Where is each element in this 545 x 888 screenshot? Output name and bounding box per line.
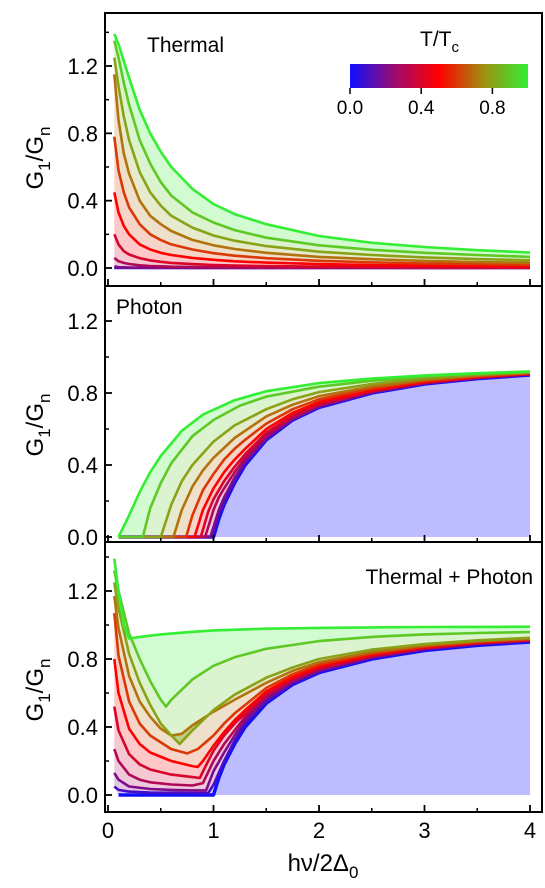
series-line <box>113 136 531 267</box>
series-line <box>118 371 531 539</box>
colorbar-tick-label: 0.4 <box>408 98 435 119</box>
panel-photon-curves <box>117 370 531 539</box>
y-tick-label: 0.8 <box>67 121 98 146</box>
y-tick-label: 0.8 <box>67 381 98 406</box>
shade-region <box>118 374 530 537</box>
y-tick-label: 0.4 <box>67 189 98 214</box>
panel-thermal-photon-label: Thermal + Photon <box>365 566 533 589</box>
y-axis-title-panel1: G1/Gn <box>22 127 54 190</box>
x-tick-label: 3 <box>418 818 430 843</box>
panel-thermal: 0.0 0.4 0.8 1.2 Thermal T/Tc 0.0 0.4 0.8 <box>67 12 543 287</box>
x-tick-label: 2 <box>313 818 325 843</box>
svg-text:G1/Gn: G1/Gn <box>22 127 54 190</box>
x-tick-label: 4 <box>524 818 536 843</box>
colorbar-title: T/Tc <box>420 28 460 56</box>
series-line <box>113 57 531 262</box>
y-tick-label: 0.8 <box>67 647 98 672</box>
series-line <box>113 40 531 259</box>
shade-region <box>118 375 530 537</box>
svg-text:G1/Gn: G1/Gn <box>22 659 54 722</box>
colorbar-tick-label: 0.8 <box>479 98 505 119</box>
series-line <box>113 570 531 708</box>
shade-region <box>114 613 531 767</box>
colorbar-ticks: 0.0 0.4 0.8 <box>337 88 506 119</box>
colorbar-gradient <box>350 64 528 88</box>
y-axis-title-panel3: G1/Gn <box>22 659 54 722</box>
y-tick-label: 0.4 <box>67 715 98 740</box>
series-line <box>113 233 531 269</box>
y-tick-label: 0.0 <box>67 256 98 281</box>
shade-region <box>114 596 531 754</box>
series-line <box>113 558 531 640</box>
y-tick-label: 0.4 <box>67 453 98 478</box>
y-tick-label: 1.2 <box>67 309 98 334</box>
panel-thermal-photon-frame <box>104 541 543 813</box>
svg-text:G1/Gn: G1/Gn <box>22 394 54 457</box>
y-axis-title-panel2: G1/Gn <box>22 394 54 457</box>
shade-region <box>118 371 530 537</box>
series-line <box>113 582 531 746</box>
panel-photon-axes: 0.0 0.4 0.8 1.2 <box>67 309 531 550</box>
y-tick-label: 0.0 <box>67 783 98 808</box>
panel-thermal-photon-axes: 0.0 0.4 0.8 1.2 0 1 2 3 4 <box>67 556 536 843</box>
shade-region <box>114 558 531 707</box>
series-line <box>113 612 531 755</box>
colorbar-tick-label: 0.0 <box>337 98 363 119</box>
panel-thermal-photon: 0.0 0.4 0.8 1.2 0 1 2 3 4 Thermal + Photon <box>67 541 543 843</box>
shade-region <box>114 234 531 268</box>
shade-region <box>118 642 530 795</box>
series-line <box>117 370 531 538</box>
colorbar: T/Tc 0.0 0.4 0.8 <box>337 28 528 119</box>
series-line <box>113 33 531 254</box>
y-tick-label: 1.2 <box>67 579 98 604</box>
x-axis-title: hν/2Δ0 <box>288 850 359 882</box>
series-line <box>118 371 531 539</box>
y-tick-label: 1.2 <box>67 54 98 79</box>
y-tick-label: 0.0 <box>67 525 98 550</box>
series-line <box>113 192 531 268</box>
panel-thermal-axes: 0.0 0.4 0.8 1.2 <box>67 31 531 286</box>
panel-photon: 0.0 0.4 0.8 1.2 Photon <box>67 285 543 550</box>
series-line <box>113 74 531 265</box>
x-tick-label: 1 <box>207 818 219 843</box>
x-tick-label: 0 <box>102 818 114 843</box>
shade-region <box>114 640 531 786</box>
panel-thermal-photon-curves <box>113 558 531 797</box>
panel-thermal-curves <box>113 33 531 270</box>
panel-thermal-label: Thermal <box>147 34 224 57</box>
panel-photon-label: Photon <box>116 296 183 319</box>
